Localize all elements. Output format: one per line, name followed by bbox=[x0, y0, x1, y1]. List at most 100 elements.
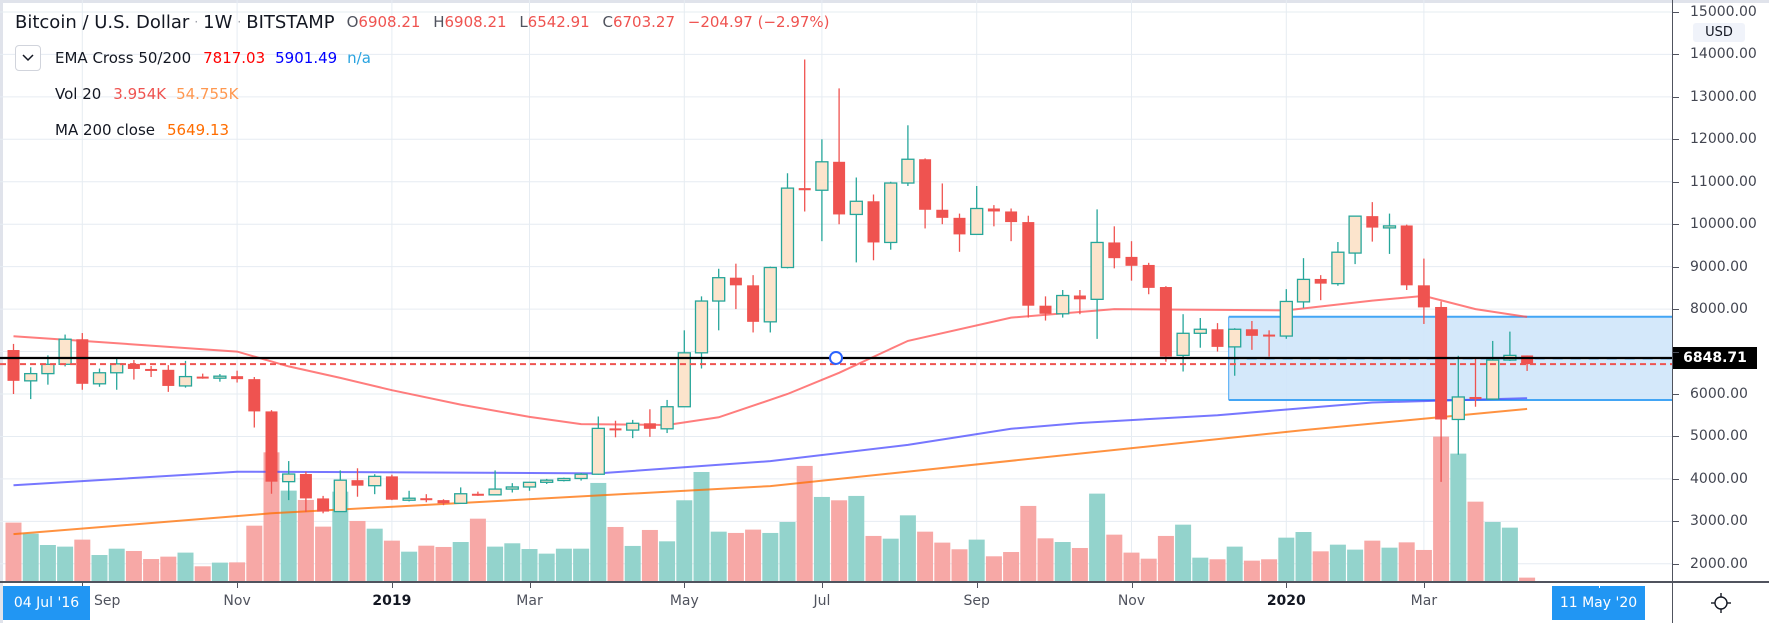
volume-bar bbox=[401, 551, 418, 581]
chart-settings-button[interactable] bbox=[1672, 581, 1769, 623]
candle bbox=[677, 330, 691, 408]
candle bbox=[1348, 215, 1362, 265]
price-axis[interactable]: 15000.00 14000.00 13000.00 12000.00 11000.00… bbox=[1672, 0, 1769, 581]
candle-body bbox=[1005, 211, 1018, 223]
volume-bar bbox=[1501, 527, 1518, 581]
candle-body bbox=[1469, 396, 1482, 400]
candle-body bbox=[76, 339, 89, 384]
volume-bar bbox=[710, 531, 727, 581]
volume-bar bbox=[624, 545, 641, 581]
candle bbox=[1228, 328, 1242, 376]
candle bbox=[780, 173, 795, 269]
candle-body bbox=[1142, 264, 1155, 288]
candle-body bbox=[437, 500, 450, 504]
volume-bar bbox=[5, 522, 22, 581]
candle bbox=[162, 365, 175, 392]
candle bbox=[127, 360, 140, 380]
candle-body bbox=[282, 473, 296, 483]
line-ema-200 bbox=[13, 397, 1528, 487]
volume-bar bbox=[865, 535, 882, 581]
volume-bar bbox=[1312, 551, 1329, 581]
indicator-volume[interactable]: Vol 20 3.954K 54.755K bbox=[55, 76, 838, 112]
volume-bar bbox=[1157, 535, 1174, 581]
time-tick-label: Nov bbox=[1117, 593, 1146, 609]
price-tick bbox=[1673, 139, 1679, 141]
volume-bar bbox=[246, 525, 263, 581]
time-tick-label: 2019 bbox=[372, 593, 412, 609]
indicator-ma200[interactable]: MA 200 close 5649.13 bbox=[55, 112, 838, 148]
candle-body bbox=[110, 363, 124, 374]
price-tick bbox=[1673, 478, 1679, 480]
candle-body bbox=[1159, 287, 1172, 357]
volume-bar bbox=[1140, 558, 1157, 581]
candle-body bbox=[591, 427, 605, 475]
time-tick bbox=[529, 583, 531, 588]
candle-body bbox=[248, 379, 261, 412]
candle-body bbox=[1022, 222, 1035, 306]
candle-body bbox=[522, 481, 537, 488]
volume-bar bbox=[211, 562, 228, 581]
indicator-ema-cross[interactable]: EMA Cross 50/200 7817.03 5901.49 n/a bbox=[15, 40, 838, 76]
volume-bar bbox=[899, 515, 916, 581]
indicator-name: MA 200 close bbox=[55, 121, 156, 139]
symbol-name[interactable]: Bitcoin / U.S. Dollar bbox=[15, 11, 190, 33]
candle-body bbox=[505, 486, 519, 490]
candle bbox=[231, 370, 244, 383]
candle bbox=[1366, 202, 1379, 242]
candle bbox=[970, 185, 984, 236]
volume-bar bbox=[143, 559, 160, 581]
currency-badge[interactable]: USD bbox=[1693, 23, 1745, 42]
candle bbox=[1417, 258, 1430, 324]
candle-body bbox=[58, 338, 72, 365]
candle-body bbox=[1314, 278, 1327, 284]
time-axis[interactable]: Mar 2020 Nov Sep Jul May Mar 2019 Nov Sep 04 Jul … bbox=[0, 581, 1672, 623]
candle-body bbox=[1348, 215, 1362, 254]
price-tick bbox=[1673, 11, 1679, 13]
candle bbox=[643, 409, 656, 437]
candle bbox=[24, 367, 38, 400]
candle-body bbox=[833, 161, 846, 215]
price-tick-label: 10000.00 bbox=[1690, 216, 1757, 233]
chart-pane[interactable] bbox=[0, 0, 1672, 581]
price-tick-label: 2000.00 bbox=[1690, 555, 1748, 572]
price-tick bbox=[1673, 563, 1679, 565]
candle bbox=[901, 125, 915, 186]
crosshair-date-badge: 11 May '20 bbox=[1552, 586, 1645, 620]
candle-body bbox=[884, 182, 898, 244]
volume-bar bbox=[1175, 524, 1192, 581]
ma200-value: 5649.13 bbox=[167, 121, 230, 139]
candle-body bbox=[1486, 359, 1500, 400]
candle-body bbox=[970, 207, 984, 236]
candle bbox=[488, 470, 502, 496]
candle bbox=[936, 183, 949, 225]
candle-body bbox=[1263, 334, 1276, 337]
candle bbox=[505, 483, 519, 493]
volume-bar bbox=[848, 495, 865, 581]
horizontal-line-price-label: 6848.71 bbox=[1673, 346, 1757, 369]
volume-bar bbox=[1433, 436, 1450, 581]
candle-body bbox=[385, 476, 398, 500]
price-tick bbox=[1673, 96, 1679, 98]
candle-body bbox=[901, 158, 915, 184]
low-value: 6542.91 bbox=[527, 13, 590, 31]
price-tick bbox=[1673, 54, 1679, 56]
candle-body bbox=[919, 159, 932, 210]
candle bbox=[265, 410, 278, 494]
volume-bar bbox=[487, 546, 504, 581]
volume-bar bbox=[968, 539, 985, 581]
volume-bar bbox=[1519, 577, 1536, 581]
candle bbox=[1022, 215, 1035, 318]
candle bbox=[574, 472, 588, 481]
drag-handle[interactable] bbox=[829, 350, 843, 365]
volume-bar bbox=[676, 500, 693, 581]
candle-body bbox=[402, 497, 416, 501]
volume-value: 3.954K bbox=[113, 85, 167, 103]
price-tick-label: 8000.00 bbox=[1690, 301, 1748, 318]
volume-bar bbox=[349, 520, 366, 581]
candle-body bbox=[798, 188, 811, 191]
collapse-legend-button[interactable] bbox=[15, 45, 41, 71]
price-tick bbox=[1673, 521, 1679, 523]
price-tick bbox=[1673, 436, 1679, 438]
interval[interactable]: 1W bbox=[203, 11, 233, 33]
candle-body bbox=[1331, 251, 1345, 285]
